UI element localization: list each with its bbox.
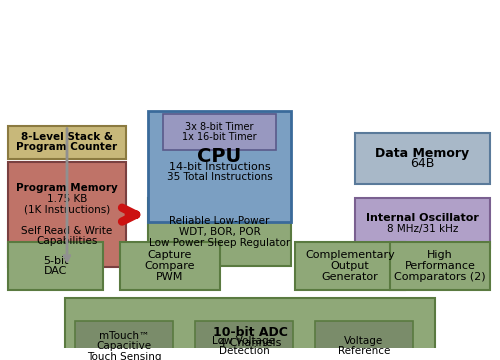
Text: Performance: Performance	[404, 261, 475, 271]
Text: DAC: DAC	[44, 266, 67, 276]
Text: Compare: Compare	[145, 261, 195, 271]
Text: Capabilities: Capabilities	[36, 236, 98, 246]
Text: 14-bit Instructions: 14-bit Instructions	[168, 162, 270, 172]
Text: Low Power Sleep Regulator: Low Power Sleep Regulator	[149, 238, 290, 248]
Text: 5-bit: 5-bit	[43, 256, 68, 266]
Text: (1K Instructions): (1K Instructions)	[24, 204, 110, 214]
Text: WDT, BOR, POR: WDT, BOR, POR	[178, 227, 260, 237]
Bar	[120, 242, 220, 290]
Bar	[8, 162, 126, 267]
Text: 8 MHz/31 kHz: 8 MHz/31 kHz	[387, 224, 458, 234]
Text: Low Voltage: Low Voltage	[212, 336, 276, 346]
Text: Reference: Reference	[338, 346, 390, 356]
Text: Reliable Low-Power: Reliable Low-Power	[170, 216, 270, 226]
Text: PWM: PWM	[156, 271, 184, 282]
Text: 4 Channels: 4 Channels	[219, 338, 281, 348]
Bar	[195, 321, 293, 360]
Bar	[390, 242, 490, 290]
Text: 35 Total Instructions: 35 Total Instructions	[166, 172, 272, 183]
Text: Voltage: Voltage	[344, 336, 384, 346]
Text: High: High	[427, 250, 453, 260]
Text: 10-bit ADC: 10-bit ADC	[212, 326, 288, 339]
Text: 3x 8-bit Timer: 3x 8-bit Timer	[185, 122, 254, 132]
Text: mTouch™: mTouch™	[99, 330, 149, 341]
Bar	[8, 242, 103, 290]
Bar	[315, 321, 413, 360]
Text: Capture: Capture	[148, 250, 192, 260]
Text: Output: Output	[330, 261, 370, 271]
Text: Comparators (2): Comparators (2)	[394, 271, 486, 282]
Text: 64B: 64B	[410, 157, 434, 170]
Bar	[8, 126, 126, 158]
Text: 1.75 KB: 1.75 KB	[47, 194, 87, 204]
Text: Generator: Generator	[322, 271, 378, 282]
Text: CPU: CPU	[198, 147, 242, 166]
Text: Capacitive: Capacitive	[96, 341, 152, 351]
Bar	[148, 111, 291, 222]
Text: Program Memory: Program Memory	[16, 183, 118, 193]
Bar	[75, 321, 173, 360]
Bar	[355, 134, 490, 184]
Bar	[355, 198, 490, 248]
Bar	[65, 298, 435, 360]
Bar	[148, 198, 291, 266]
Bar	[295, 242, 405, 290]
Text: Complementary: Complementary	[305, 250, 395, 260]
Text: 1x 16-bit Timer: 1x 16-bit Timer	[182, 132, 257, 142]
Bar	[163, 114, 276, 150]
Text: 8-Level Stack &: 8-Level Stack &	[21, 132, 113, 142]
Text: Detection: Detection	[218, 346, 270, 356]
Text: Data Memory: Data Memory	[376, 147, 470, 160]
Text: Self Read & Write: Self Read & Write	[22, 226, 112, 235]
Text: Program Counter: Program Counter	[16, 143, 117, 152]
Text: Touch Sensing: Touch Sensing	[87, 352, 161, 360]
Text: Internal Oscillator: Internal Oscillator	[366, 213, 479, 223]
